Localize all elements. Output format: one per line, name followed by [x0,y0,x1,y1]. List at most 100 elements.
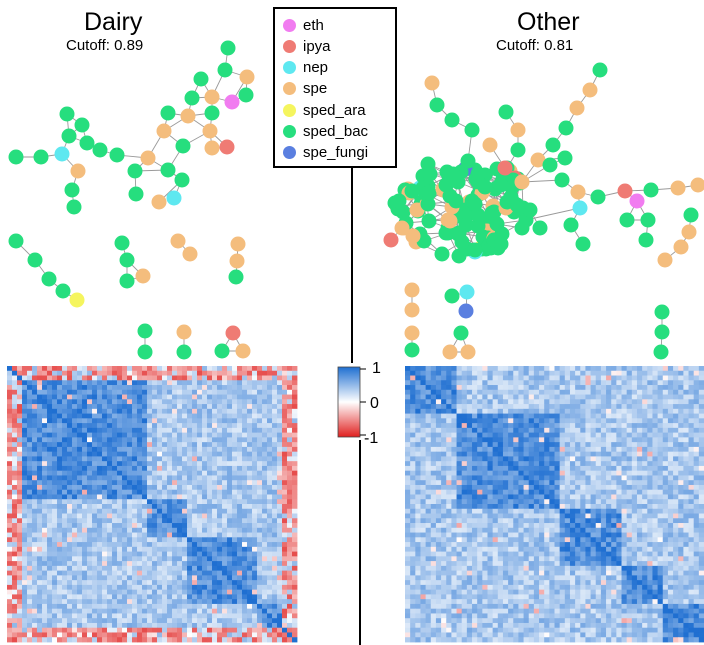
heatmap-cell [415,389,421,395]
heatmap-cell [172,484,178,491]
heatmap-cell [127,461,133,467]
heatmap-cell [197,423,203,429]
heatmap-cell [187,461,193,467]
heatmap-cell [152,575,158,581]
heatmap-cell [112,499,118,505]
heatmap-cell [673,456,679,462]
heatmap-cell [22,442,28,448]
heatmap-cell [242,637,248,643]
heatmap-cell [446,394,452,400]
heatmap-cell [7,546,13,552]
heatmap-cell [102,527,108,533]
heatmap-cell [57,442,63,448]
heatmap-cell [292,442,298,448]
heatmap-cell [102,484,108,491]
heatmap-cell [528,389,535,395]
heatmap-cell [112,565,118,572]
heatmap-cell [92,622,98,629]
heatmap-cell [87,484,93,491]
heatmap-cell [631,427,638,434]
heatmap-cell [611,489,617,495]
heatmap-cell [42,499,48,505]
heatmap-cell [137,427,143,434]
heatmap-cell [575,380,581,386]
heatmap-cell [217,613,223,619]
heatmap-cell [122,594,128,600]
heatmap-cell [22,404,28,410]
heatmap-cell [262,613,268,619]
heatmap-cell [162,499,168,505]
heatmap-cell [492,456,499,462]
heatmap-cell [232,546,238,552]
heatmap-cell [631,423,638,429]
heatmap-cell [97,475,103,481]
heatmap-cell [508,484,514,491]
heatmap-cell [112,508,118,514]
heatmap-cell [585,446,591,453]
heatmap-cell [207,432,213,438]
heatmap-cell [177,523,183,529]
heatmap-cell [122,427,128,434]
heatmap-cell [272,389,278,395]
heatmap-cell [17,532,23,538]
heatmap-cell [636,484,643,491]
heatmap-cell [242,461,248,467]
heatmap-cell [172,437,178,443]
heatmap-cell [518,399,524,405]
heatmap-cell [82,513,88,519]
heatmap-cell [57,618,63,624]
heatmap-cell [267,546,273,552]
heatmap-cell [580,437,586,443]
heatmap-cell [47,608,53,614]
heatmap-cell [87,442,93,448]
heatmap-cell [237,618,243,624]
heatmap-cell [152,480,158,486]
heatmap-cell [62,504,68,510]
heatmap-cell [17,542,23,548]
heatmap-cell [554,427,561,434]
heatmap-cell [580,480,586,486]
heatmap-cell [212,494,218,500]
heatmap-cell [202,408,208,414]
heatmap-cell [112,637,118,643]
heatmap-cell [132,442,138,448]
heatmap-cell [667,413,674,419]
heatmap-cell [272,613,278,619]
heatmap-cell [282,537,288,543]
heatmap-cell [523,475,530,481]
heatmap-cell [122,504,128,510]
heatmap-cell [22,551,28,557]
heatmap-cell [87,404,93,410]
heatmap-cell [147,513,153,519]
heatmap-cell [242,499,248,505]
heatmap-cell [559,451,566,457]
heatmap-cell [262,556,268,562]
heatmap-cell [528,456,535,462]
heatmap-cell [182,465,188,472]
heatmap-cell [282,385,288,391]
heatmap-cell [252,432,258,438]
heatmap-cell [564,385,571,391]
heatmap-cell [17,480,23,486]
heatmap-cell [497,456,504,462]
heatmap-cell [122,523,128,529]
heatmap-cell [272,499,278,505]
heatmap-cell [47,618,53,624]
heatmap-cell [267,513,273,519]
heatmap-cell [37,432,43,438]
heatmap-cell [232,584,238,591]
heatmap-cell [292,613,298,619]
heatmap-cell [267,499,273,505]
heatmap-cell [77,437,83,443]
heatmap-cell [611,470,617,476]
heatmap-cell [52,603,58,610]
heatmap-cell [22,480,28,486]
heatmap-cell [456,366,463,372]
heatmap-cell [77,575,83,581]
heatmap-cell [142,432,148,438]
heatmap-cell [575,370,581,376]
heatmap-cell [600,446,607,453]
heatmap-cell [456,442,463,448]
heatmap-cell [177,599,183,605]
heatmap-cell [564,432,571,438]
